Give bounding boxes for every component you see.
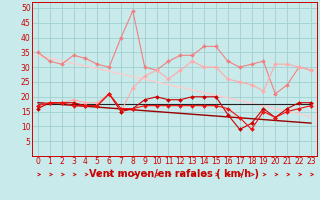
X-axis label: Vent moyen/en rafales ( km/h ): Vent moyen/en rafales ( km/h ): [89, 169, 260, 179]
